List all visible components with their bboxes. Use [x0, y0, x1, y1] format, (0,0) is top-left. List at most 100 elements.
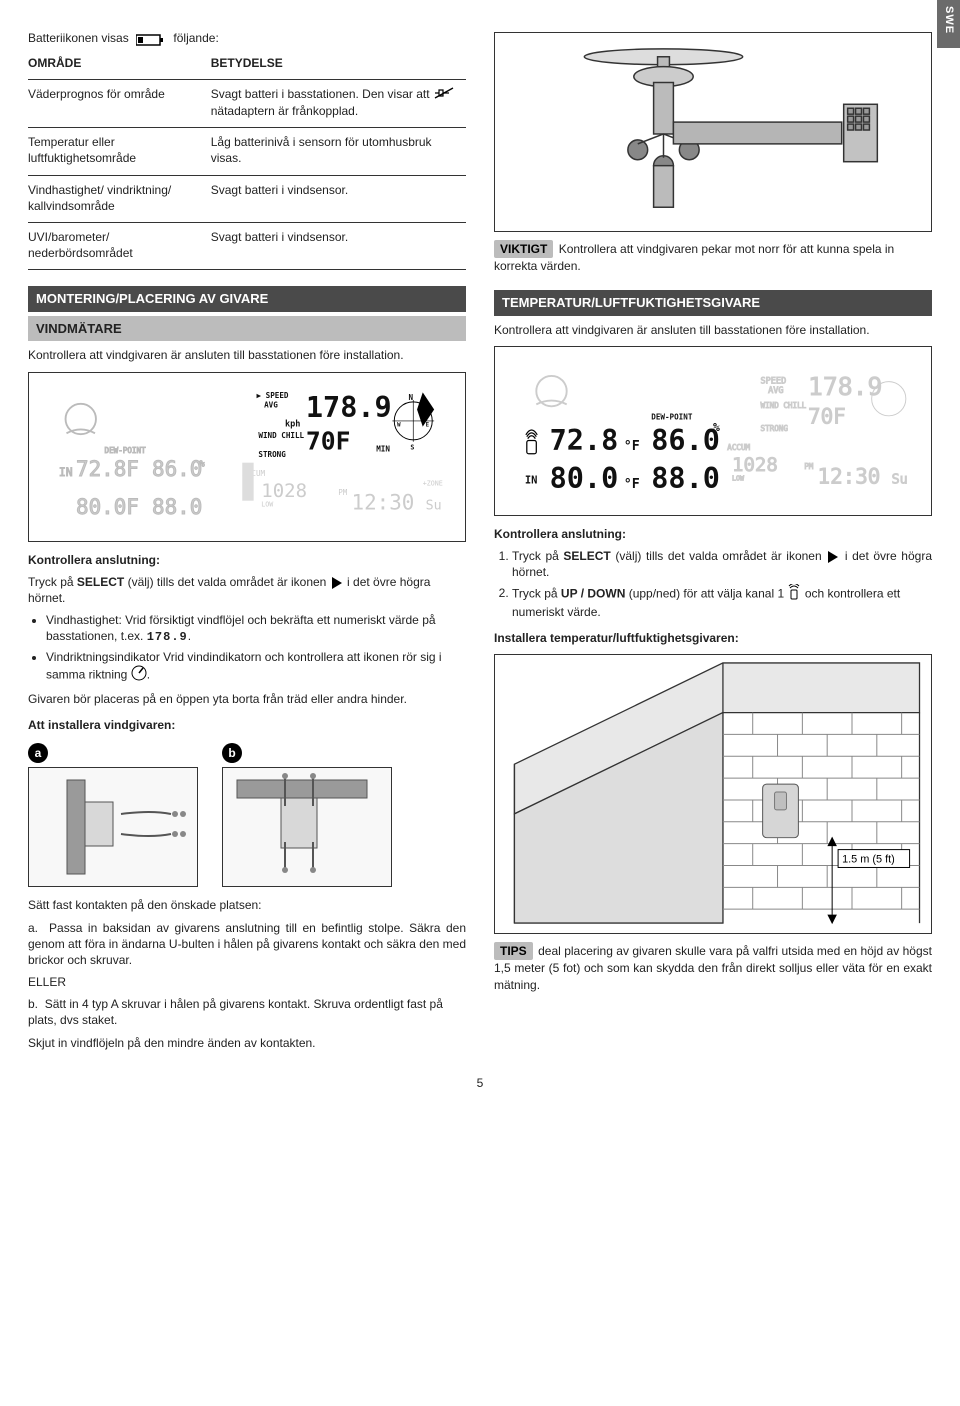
cell: Svagt batteri i basstationen. Den visar …	[211, 80, 466, 128]
svg-text:°F: °F	[624, 477, 640, 492]
language-tab: SWE	[937, 0, 960, 48]
temp-sensor-install-figure: 1.5 m (5 ft)	[494, 654, 932, 934]
text: (välj) tills det valda området är ikonen	[615, 549, 826, 563]
svg-text:1028: 1028	[732, 454, 778, 476]
heading-wind-sensor: VINDMÄTARE	[28, 316, 466, 342]
select-label: SELECT	[563, 549, 610, 563]
svg-text:88.0: 88.0	[651, 462, 720, 495]
svg-text:70F: 70F	[306, 426, 351, 455]
svg-text:70F: 70F	[808, 405, 846, 429]
text: Tryck på	[512, 586, 561, 600]
cell: Väderprognos för område	[28, 80, 211, 128]
table-row: Vindhastighet/ vindriktning/ kallvindsom…	[28, 175, 466, 222]
signal-sensor-icon	[787, 584, 801, 604]
text: Tryck på	[28, 575, 77, 589]
svg-text:12:30: 12:30	[818, 464, 881, 488]
th-meaning: BETYDELSE	[211, 53, 466, 80]
svg-text:86.0: 86.0	[651, 424, 720, 457]
svg-text:W: W	[397, 422, 401, 428]
play-icon	[828, 551, 838, 563]
svg-text:MIN: MIN	[376, 444, 390, 453]
battery-icon	[136, 31, 166, 47]
svg-text:72.8: 72.8	[550, 424, 619, 457]
svg-text:86.0: 86.0	[152, 457, 202, 481]
lcd-display-figure-left: IN 72.8F 86.0 % 80.0F 88.0 DEW-POINT ▶ S…	[28, 372, 466, 542]
svg-text:WIND CHILL: WIND CHILL	[258, 431, 304, 440]
temp-p1: Kontrollera att vindgivaren är ansluten …	[494, 322, 932, 338]
svg-text:IN: IN	[59, 465, 73, 479]
page-number: 5	[28, 1075, 932, 1091]
svg-text:Su: Su	[892, 472, 908, 487]
wind-p1: Kontrollera att vindgivaren är ansluten …	[28, 347, 466, 363]
svg-text:178.9: 178.9	[306, 391, 392, 424]
text: Tryck på	[512, 549, 563, 563]
list-item: Vindhastighet: Vrid försiktigt vindflöje…	[46, 612, 466, 645]
label-b: b	[222, 743, 242, 763]
text: Passa in baksidan av givarens anslutning…	[28, 921, 466, 967]
svg-text:80.0: 80.0	[550, 462, 619, 495]
important-badge: VIKTIGT	[494, 240, 553, 258]
list-item: b. Sätt in 4 typ A skruvar i hålen på gi…	[28, 996, 466, 1028]
svg-text:PM: PM	[338, 488, 348, 497]
svg-text:%: %	[713, 420, 720, 434]
svg-text:▶ SPEED: ▶ SPEED	[257, 391, 289, 400]
svg-text:N: N	[409, 393, 414, 402]
intro-prefix: Batteriikonen visas	[28, 31, 132, 45]
install-wind-head: Att installera vindgivaren:	[28, 717, 466, 733]
text: Svagt batteri i basstationen. Den visar …	[211, 87, 433, 101]
svg-text:S: S	[410, 443, 414, 451]
text: .	[188, 629, 191, 643]
svg-text:12:30: 12:30	[352, 490, 415, 514]
mount-figures: a b	[28, 743, 466, 887]
cell: Låg batterinivå i sensorn för utomhusbru…	[211, 128, 466, 175]
cell: Svagt batteri i vindsensor.	[211, 175, 466, 222]
svg-text:LOW: LOW	[732, 475, 744, 483]
label-a: a	[28, 743, 48, 763]
updown-label: UP / DOWN	[561, 586, 625, 600]
text: deal placering av givaren skulle vara på…	[494, 944, 932, 991]
battery-intro: Batteriikonen visas följande:	[28, 30, 466, 47]
list-item: Vindriktningsindikator Vrid vindindikato…	[46, 649, 466, 685]
svg-text:AVG: AVG	[768, 386, 783, 396]
svg-text:+ZONE: +ZONE	[423, 479, 443, 487]
table-row: Väderprognos för område Svagt batteri i …	[28, 80, 466, 128]
table-row: UVI/barometer/ nederbördsområdet Svagt b…	[28, 222, 466, 269]
text: Kontrollera att vindgivaren pekar mot no…	[494, 242, 894, 273]
list-item: Tryck på SELECT (välj) tills det valda o…	[512, 548, 932, 580]
lcd-display-figure-right: SPEED AVG 178.9 WIND CHILL 70F STRONG AC…	[494, 346, 932, 516]
svg-text:E: E	[426, 422, 430, 428]
svg-text:PM: PM	[804, 462, 814, 471]
svg-text:LOW: LOW	[261, 500, 273, 508]
table-row: Temperatur eller luftfuktighetsområde Lå…	[28, 128, 466, 175]
important-note: VIKTIGT Kontrollera att vindgivaren peka…	[494, 240, 932, 274]
text: (upp/ned) för att välja kanal 1	[629, 586, 788, 600]
or-label: ELLER	[28, 974, 466, 990]
battery-meaning-table: OMRÅDE BETYDELSE Väderprognos för område…	[28, 53, 466, 270]
select-label: SELECT	[77, 575, 124, 589]
text: .	[147, 667, 150, 681]
svg-text:Su: Su	[426, 498, 442, 513]
tips-badge: TIPS	[494, 942, 533, 960]
svg-text:DEW-POINT: DEW-POINT	[105, 446, 147, 455]
intro-suffix: följande:	[173, 31, 218, 45]
direction-dial-icon	[131, 665, 147, 685]
svg-text:kph: kph	[285, 419, 300, 429]
mount-place-intro: Sätt fast kontakten på den önskade plats…	[28, 897, 466, 913]
heading-temp-humidity: TEMPERATUR/LUFTFUKTIGHETSGIVARE	[494, 290, 932, 316]
svg-text:80.0F: 80.0F	[76, 495, 139, 519]
wind-sensor-figure	[494, 32, 932, 232]
tips-note: TIPS deal placering av givaren skulle va…	[494, 942, 932, 993]
check-connection-head-right: Kontrollera anslutning:	[494, 526, 932, 542]
heading-mounting: MONTERING/PLACERING AV GIVARE	[28, 286, 466, 312]
install-temp-head: Installera temperatur/luftfuktighetsgiva…	[494, 630, 932, 646]
svg-text:SPEED: SPEED	[761, 377, 787, 387]
svg-text:88.0: 88.0	[152, 495, 202, 519]
placement-note: Givaren bör placeras på en öppen yta bor…	[28, 691, 466, 707]
text: Vindriktningsindikator Vrid vindindikato…	[46, 650, 442, 681]
cell: Temperatur eller luftfuktighetsområde	[28, 128, 211, 175]
svg-text:ACCUM: ACCUM	[727, 443, 750, 452]
svg-text:°F: °F	[624, 439, 640, 454]
slide-vane: Skjut in vindflöjeln på den mindre änden…	[28, 1035, 466, 1051]
example-value: 178.9	[147, 630, 188, 644]
text: Sätt in 4 typ A skruvar i hålen på givar…	[28, 997, 443, 1027]
